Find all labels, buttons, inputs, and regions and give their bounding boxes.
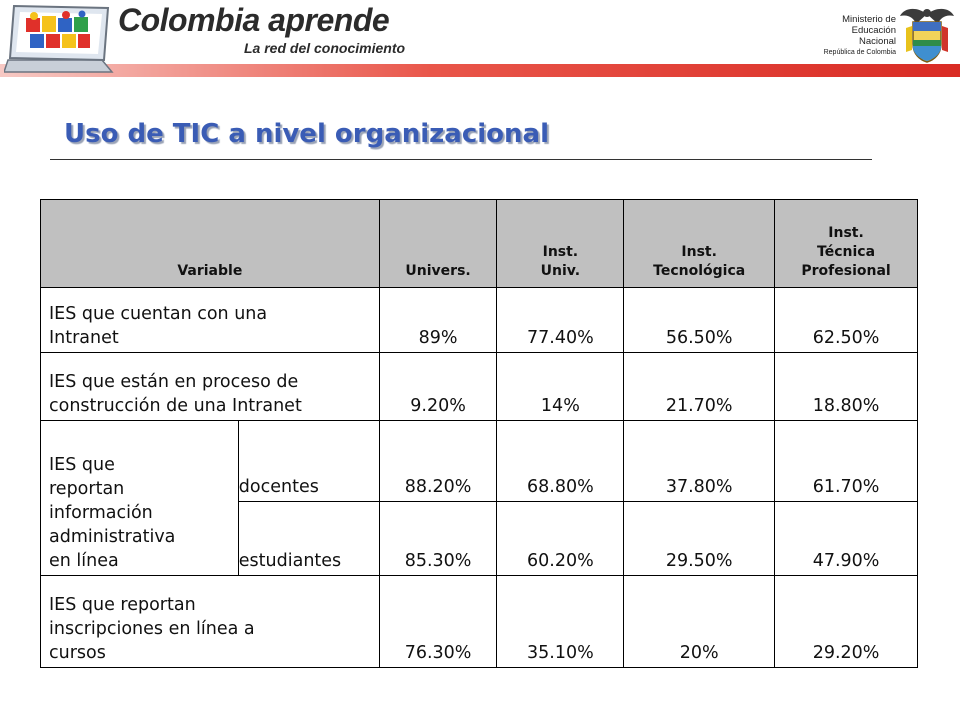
table-row: IES que reportan inscripciones en línea … [40,575,918,668]
row-label-line: administrativa [49,527,176,547]
row-label-line: IES que están en proceso de [49,372,299,392]
page-header: Colombia aprende La red del conocimiento… [0,0,960,80]
brand-name: Colombia aprende [118,2,390,38]
header-variable: Variable [40,199,380,288]
table-cell: 88.20% [378,420,498,502]
table-cell: 29.20% [774,575,918,668]
header-inst-univ: Inst. Univ. [496,199,625,288]
ministry-line: Educación [851,25,896,36]
title-underline [50,159,872,160]
brand-tagline: La red del conocimiento [244,40,406,56]
header-red-band [0,64,960,77]
table-row: IES que están en proceso de construcción… [40,352,918,421]
subrow-label: estudiantes [237,501,380,576]
table-cell: 61.70% [774,420,918,502]
table-cell: 35.10% [496,575,625,668]
table-cell: 77.40% [496,287,625,353]
table-header-row: Variable Univers. Inst. Univ. Inst. Tecn… [40,199,918,288]
coat-of-arms-seal [898,4,956,70]
header-line: Tecnológica [653,263,746,279]
table-row: IES que reportan información administrat… [40,420,918,576]
row-label-line: IES que reportan [49,595,196,615]
table-cell: 29.50% [623,501,776,576]
row-label: IES que reportan inscripciones en línea … [40,575,380,668]
table-cell: 37.80% [623,420,776,502]
table-cell: 9.20% [378,352,498,421]
row-label: IES que están en proceso de construcción… [40,352,380,421]
row-label-line: IES que [49,455,115,475]
header-univers: Univers. [378,199,498,288]
table-cell: 62.50% [774,287,918,353]
table-row: IES que cuentan con una Intranet 89% 77.… [40,287,918,353]
row-label-line: información [49,503,153,523]
table-cell: 89% [378,287,498,353]
table-cell: 68.80% [496,420,625,502]
header-line: Inst. [681,244,717,260]
table-cell: 76.30% [378,575,498,668]
header-line: Inst. [828,225,864,241]
header-line: Profesional [801,263,891,279]
ministry-label: Ministerio de Educación Nacional Repúbli… [818,14,896,58]
table-cell: 21.70% [623,352,776,421]
header-inst-tecnica-profesional: Inst. Técnica Profesional [774,199,918,288]
page-title: Uso de TIC a nivel organizacional [64,119,549,149]
table-cell: 14% [496,352,625,421]
header-line: Técnica [817,244,876,260]
row-label-line: IES que cuentan con una [49,304,268,324]
row-label-line: reportan [49,479,125,499]
header-line: Univ. [540,263,581,279]
header-line: Inst. [542,244,579,260]
table-cell: 20% [623,575,776,668]
row-label: IES que reportan información administrat… [40,420,239,576]
table-cell: 85.30% [378,501,498,576]
row-label-line: inscripciones en línea a [49,619,255,639]
row-label-line: Intranet [49,328,119,348]
table-row: estudiantes 85.30% 60.20% 29.50% 47.90% [41,501,918,576]
row-label: IES que cuentan con una Intranet [40,287,380,353]
ministry-line: Ministerio de [842,14,896,25]
tic-usage-table: Variable Univers. Inst. Univ. Inst. Tecn… [40,199,918,668]
ministry-country: República de Colombia [823,49,896,56]
header-inst-tecnologica: Inst. Tecnológica [623,199,776,288]
row-label-line: construcción de una Intranet [49,396,302,416]
ministry-line: Nacional [859,36,896,47]
table-cell: 18.80% [774,352,918,421]
row-label-line: en línea [49,551,119,571]
subrow-label: docentes [237,420,380,502]
row-label-line: cursos [49,643,106,663]
table-cell: 60.20% [496,501,625,576]
colombia-aprende-logo [2,2,114,80]
table-cell: 56.50% [623,287,776,353]
table-cell: 47.90% [774,501,918,576]
